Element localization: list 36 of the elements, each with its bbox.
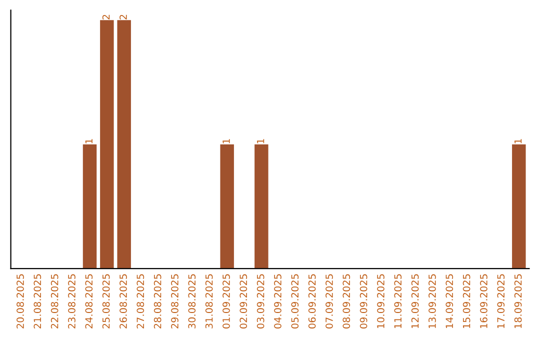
x-tick-label: 20.08.2025 xyxy=(16,274,24,328)
x-tick-label: 30.08.2025 xyxy=(188,274,196,328)
x-tick-label: 16.09.2025 xyxy=(480,274,488,328)
x-tick-label: 22.08.2025 xyxy=(50,274,58,328)
x-tick-label: 02.09.2025 xyxy=(240,274,248,328)
x-tick-label: 21.08.2025 xyxy=(34,274,42,328)
x-tick-label: 13.09.2025 xyxy=(428,274,436,328)
x-tick-label: 31.08.2025 xyxy=(205,274,213,328)
data-label: 1 xyxy=(85,139,92,144)
x-tick-label: 08.09.2025 xyxy=(342,274,350,328)
x-tick-label: 26.08.2025 xyxy=(120,274,127,328)
data-label: 2 xyxy=(102,14,110,20)
x-tick-label: 03.09.2025 xyxy=(256,274,264,328)
data-label: 2 xyxy=(120,14,127,20)
x-tick-label: 27.08.2025 xyxy=(136,274,144,328)
x-tick-label: 18.09.2025 xyxy=(514,274,522,328)
x-tick-label: 25.08.2025 xyxy=(102,274,110,328)
x-tick-label: 15.09.2025 xyxy=(462,274,470,328)
x-tick-label: 04.09.2025 xyxy=(274,274,282,328)
x-tick-label: 10.09.2025 xyxy=(377,274,384,328)
data-label: 1 xyxy=(257,139,264,144)
x-tick-label: 11.09.2025 xyxy=(394,274,402,328)
x-tick-label: 28.08.2025 xyxy=(154,274,162,328)
x-tick-label: 12.09.2025 xyxy=(411,274,419,328)
data-label: 1 xyxy=(514,139,522,144)
x-tick-label: 06.09.2025 xyxy=(308,274,316,328)
x-tick-label: 14.09.2025 xyxy=(446,274,454,328)
x-tick-label: 09.09.2025 xyxy=(360,274,368,328)
x-tick-label: 17.09.2025 xyxy=(497,274,505,328)
x-tick-label: 01.09.2025 xyxy=(222,274,230,328)
x-tick-label: 23.08.2025 xyxy=(68,274,76,328)
x-tick-label: 07.09.2025 xyxy=(326,274,333,328)
x-tick-label: 05.09.2025 xyxy=(291,274,299,328)
data-label: 1 xyxy=(222,139,230,144)
x-tick-label: 29.08.2025 xyxy=(171,274,178,328)
x-tick-label: 24.08.2025 xyxy=(85,274,93,328)
